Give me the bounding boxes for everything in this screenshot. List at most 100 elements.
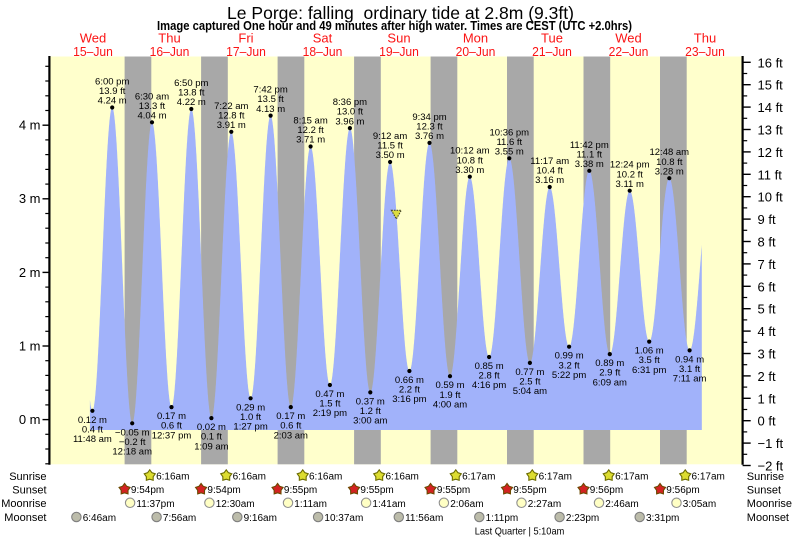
svg-text:13.0 ft: 13.0 ft	[337, 107, 364, 118]
svg-text:6:16am: 6:16am	[233, 472, 266, 483]
svg-text:9:56pm: 9:56pm	[590, 485, 623, 496]
svg-text:3.28 m: 3.28 m	[655, 166, 684, 177]
svg-text:3:31pm: 3:31pm	[646, 513, 679, 524]
svg-text:9:16am: 9:16am	[244, 513, 277, 524]
svg-text:0.1 ft: 0.1 ft	[201, 432, 222, 443]
svg-text:9:55pm: 9:55pm	[437, 485, 470, 496]
svg-text:10.8 ft: 10.8 ft	[656, 157, 683, 168]
svg-text:1 m: 1 m	[19, 338, 41, 353]
svg-text:3.1 ft: 3.1 ft	[679, 364, 700, 375]
svg-text:0.29 m: 0.29 m	[236, 402, 265, 413]
svg-text:12:30am: 12:30am	[216, 499, 255, 510]
svg-text:15–Jun: 15–Jun	[73, 44, 113, 59]
svg-text:3 ft: 3 ft	[758, 347, 776, 362]
svg-text:6:09 am: 6:09 am	[593, 377, 627, 388]
svg-text:0.47 m: 0.47 m	[315, 389, 344, 400]
svg-text:Sunrise: Sunrise	[9, 471, 46, 483]
svg-text:22–Jun: 22–Jun	[609, 44, 649, 59]
svg-text:11:48 am: 11:48 am	[73, 434, 112, 445]
svg-text:6:31 pm: 6:31 pm	[632, 365, 666, 376]
svg-text:9:56pm: 9:56pm	[666, 485, 699, 496]
svg-text:6:16am: 6:16am	[386, 472, 419, 483]
svg-text:2:03 am: 2:03 am	[274, 430, 308, 441]
svg-text:Thu: Thu	[158, 31, 180, 46]
svg-text:14 ft: 14 ft	[758, 100, 784, 115]
svg-text:8:36 pm: 8:36 pm	[333, 97, 367, 108]
svg-text:0.99 m: 0.99 m	[555, 351, 584, 362]
svg-text:Sunset: Sunset	[747, 484, 781, 496]
svg-text:0 ft: 0 ft	[758, 414, 776, 429]
svg-text:5:04 am: 5:04 am	[513, 386, 547, 397]
svg-text:−0.05 m: −0.05 m	[115, 427, 150, 438]
svg-text:2 ft: 2 ft	[758, 369, 776, 384]
svg-text:17–Jun: 17–Jun	[226, 44, 266, 59]
svg-text:10:12 am: 10:12 am	[450, 146, 490, 157]
svg-text:7:42 pm: 7:42 pm	[253, 85, 287, 96]
svg-text:3.76 m: 3.76 m	[415, 131, 444, 142]
svg-text:4:16 pm: 4:16 pm	[472, 380, 506, 391]
svg-text:2.2 ft: 2.2 ft	[399, 385, 420, 396]
svg-text:9:34 pm: 9:34 pm	[412, 112, 446, 123]
svg-text:9:55pm: 9:55pm	[513, 485, 546, 496]
svg-text:3:16 pm: 3:16 pm	[392, 394, 426, 405]
svg-text:0.17 m: 0.17 m	[157, 411, 186, 422]
svg-text:16 ft: 16 ft	[758, 55, 784, 70]
svg-text:Mon: Mon	[463, 31, 488, 46]
svg-text:10.8 ft: 10.8 ft	[457, 155, 484, 166]
svg-text:13.5 ft: 13.5 ft	[257, 94, 284, 105]
svg-text:4:00 am: 4:00 am	[433, 399, 467, 410]
svg-text:4 m: 4 m	[19, 118, 41, 133]
svg-text:3.55 m: 3.55 m	[495, 147, 524, 158]
svg-text:Moonset: Moonset	[4, 512, 46, 524]
svg-text:0 m: 0 m	[19, 412, 41, 427]
svg-text:Fri: Fri	[238, 31, 253, 46]
svg-text:Le Porge: falling ordinary ti: Le Porge: falling ordinary tide at 2.8m …	[227, 3, 574, 23]
svg-text:10.4 ft: 10.4 ft	[536, 166, 563, 177]
svg-text:Thu: Thu	[694, 31, 716, 46]
svg-text:12 ft: 12 ft	[758, 145, 784, 160]
svg-text:5:22 pm: 5:22 pm	[552, 370, 586, 381]
svg-text:Tue: Tue	[541, 31, 563, 46]
svg-text:12:24 pm: 12:24 pm	[610, 160, 650, 171]
svg-text:6:17am: 6:17am	[615, 472, 648, 483]
svg-text:2:27am: 2:27am	[528, 499, 561, 510]
svg-text:0.4 ft: 0.4 ft	[82, 424, 103, 435]
svg-text:1:41am: 1:41am	[372, 499, 405, 510]
svg-text:Sunrise: Sunrise	[747, 471, 784, 483]
svg-text:13.3 ft: 13.3 ft	[139, 101, 166, 112]
svg-text:10:36 pm: 10:36 pm	[489, 127, 529, 138]
svg-text:Moonrise: Moonrise	[1, 498, 46, 510]
svg-text:12.2 ft: 12.2 ft	[297, 125, 324, 136]
svg-text:12.3 ft: 12.3 ft	[416, 122, 443, 133]
svg-text:6:17am: 6:17am	[462, 472, 495, 483]
svg-text:4.04 m: 4.04 m	[137, 111, 166, 122]
svg-text:11.1 ft: 11.1 ft	[576, 149, 602, 160]
svg-text:3 m: 3 m	[19, 191, 41, 206]
svg-text:4.24 m: 4.24 m	[98, 96, 127, 107]
svg-text:3:05am: 3:05am	[683, 499, 716, 510]
svg-text:7:22 am: 7:22 am	[214, 101, 248, 112]
svg-text:0.12 m: 0.12 m	[78, 415, 107, 426]
svg-text:Moonrise: Moonrise	[747, 498, 792, 510]
svg-text:1:11pm: 1:11pm	[486, 513, 519, 524]
svg-text:5 ft: 5 ft	[758, 302, 776, 317]
svg-text:0.6 ft: 0.6 ft	[280, 421, 301, 432]
svg-text:0.17 m: 0.17 m	[276, 411, 305, 422]
svg-text:11.6 ft: 11.6 ft	[496, 137, 522, 148]
svg-text:10 ft: 10 ft	[758, 190, 784, 205]
svg-text:Wed: Wed	[80, 31, 107, 46]
svg-text:1.0 ft: 1.0 ft	[240, 412, 261, 423]
svg-text:4.13 m: 4.13 m	[256, 104, 285, 115]
svg-text:1:09 am: 1:09 am	[194, 441, 228, 452]
svg-text:6:17am: 6:17am	[539, 472, 572, 483]
svg-text:3.50 m: 3.50 m	[376, 150, 405, 161]
svg-text:1.5 ft: 1.5 ft	[319, 399, 340, 410]
svg-text:11 ft: 11 ft	[758, 167, 783, 182]
svg-text:6:46am: 6:46am	[83, 513, 116, 524]
svg-text:2:19 pm: 2:19 pm	[313, 408, 347, 419]
svg-text:Sun: Sun	[387, 31, 410, 46]
svg-text:3.16 m: 3.16 m	[535, 175, 564, 186]
svg-text:3.2 ft: 3.2 ft	[559, 360, 580, 371]
svg-text:2 m: 2 m	[19, 265, 41, 280]
svg-text:11:37pm: 11:37pm	[136, 499, 174, 510]
